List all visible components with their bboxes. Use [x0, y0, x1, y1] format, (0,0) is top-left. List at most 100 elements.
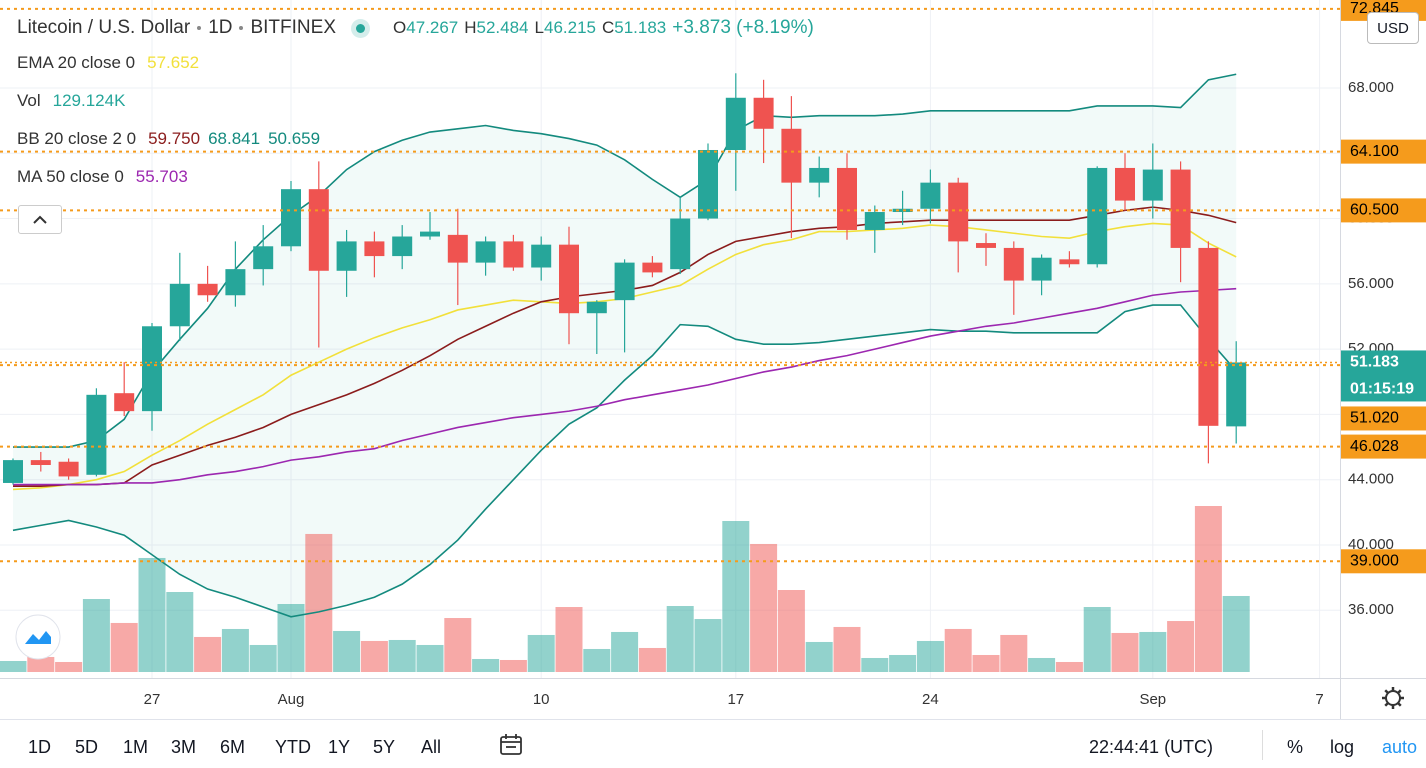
volume-bar: [527, 634, 555, 672]
range-button[interactable]: 6M: [220, 737, 246, 757]
indicator-value: 55.703: [135, 167, 188, 186]
scale-option[interactable]: auto: [1382, 737, 1418, 757]
candle-body: [281, 189, 301, 247]
live-dot: [356, 23, 365, 33]
volume-bar: [972, 654, 1000, 672]
candle-body: [364, 241, 385, 257]
volume-bar: [861, 657, 889, 672]
price-label-bg: [1341, 350, 1426, 402]
currency-button[interactable]: USD: [1367, 12, 1419, 44]
bottom-toolbar: 22:44:41 (UTC) 1D 5D 1M 3M 6M YTD 1Y 5Y All% log a…: [0, 719, 1426, 768]
level-label: 51.020: [1350, 410, 1399, 427]
range-button[interactable]: 1M: [123, 737, 149, 757]
candle-body: [1059, 259, 1080, 265]
volume-bar: [1000, 634, 1028, 672]
x-tick-label: Sep: [1139, 691, 1166, 708]
candle-body: [837, 167, 857, 230]
volume-bar: [110, 622, 138, 672]
volume-bar: [889, 654, 917, 672]
gear-tooth: [1384, 689, 1389, 694]
candle-body: [197, 283, 218, 296]
candle-body: [420, 231, 440, 237]
volume-bar: [166, 592, 194, 672]
volume-bar: [666, 606, 694, 672]
ohlc-value: 47.267: [406, 18, 459, 37]
indicator-name: BB 20 close 2 0: [17, 129, 137, 148]
volume-bar: [27, 656, 55, 672]
volume-bar: [1222, 595, 1250, 672]
scale-option[interactable]: %: [1287, 737, 1304, 757]
range-button[interactable]: 1Y: [328, 737, 351, 757]
volume-bar: [750, 543, 778, 672]
candle-body: [948, 182, 969, 242]
range-button[interactable]: 5Y: [373, 737, 396, 757]
legend-row: EMA 20 close 0 57.652: [17, 44, 814, 82]
chart: 36.00040.00044.00048.00052.00056.00060.0…: [0, 0, 1426, 719]
y-tick-label: 68.000: [1348, 79, 1394, 96]
indicator-value: 57.652: [147, 53, 200, 72]
gear-tooth: [1397, 689, 1402, 694]
volume-bar: [82, 599, 110, 672]
legend-row: Vol 129.124K: [17, 82, 814, 120]
candle-body: [559, 244, 579, 314]
volume-bar: [499, 659, 527, 672]
volume-bar: [1167, 621, 1195, 672]
scale-option[interactable]: log: [1330, 737, 1355, 757]
volume-bar: [360, 640, 388, 672]
ohlc-value: 46.215: [543, 18, 596, 37]
indicator-name: EMA 20 close 0: [17, 53, 136, 72]
candle-body: [58, 461, 79, 477]
indicator-value: 59.750: [148, 129, 201, 148]
candle-body: [809, 167, 830, 183]
level-label-bg: [1341, 139, 1426, 164]
x-tick-label: 17: [727, 691, 744, 708]
candle-body: [920, 182, 941, 209]
candle-body: [1003, 247, 1024, 281]
range-button[interactable]: 5D: [75, 737, 99, 757]
clock[interactable]: 22:44:41 (UTC): [1089, 737, 1214, 757]
calendar-icon[interactable]: [497, 732, 525, 758]
level-label: 46.028: [1350, 438, 1399, 455]
volume-bar: [0, 660, 27, 672]
range-button[interactable]: YTD: [275, 737, 311, 757]
volume-bar: [333, 630, 361, 672]
candle-body: [253, 246, 274, 270]
candle-body: [1142, 169, 1163, 201]
volume-bar: [916, 640, 944, 672]
candle-body: [1226, 362, 1247, 427]
ohlc-values: O47.267 H52.484 L46.215 C51.183: [393, 17, 672, 39]
gear-tooth: [1397, 702, 1402, 707]
candle-body: [531, 244, 552, 268]
chevron-icon: [33, 215, 47, 224]
exchange: BITFINEX: [250, 17, 336, 38]
volume-bar: [1139, 631, 1167, 672]
settings-icon: [1382, 687, 1404, 709]
range-button[interactable]: 3M: [171, 737, 197, 757]
collapse-button[interactable]: [18, 205, 62, 234]
volume-bar: [583, 648, 611, 672]
interval: 1D: [208, 17, 233, 38]
candle-body: [392, 236, 413, 257]
ohlc-letter: L: [534, 18, 544, 37]
ohlc-item: C51.183: [602, 18, 666, 37]
volume-bar: [1055, 661, 1083, 672]
range-button[interactable]: All: [421, 737, 442, 757]
candle-body: [781, 128, 802, 183]
volume-bar: [388, 639, 416, 672]
y-tick-label: 36.000: [1348, 601, 1394, 618]
range-button[interactable]: 1D: [28, 737, 52, 757]
volume-bar: [221, 628, 249, 672]
volume-bar: [194, 636, 222, 672]
candle-body: [114, 393, 135, 412]
gear-ring: [1385, 690, 1401, 706]
volume-bar: [305, 533, 333, 672]
level-label: 64.100: [1350, 143, 1399, 160]
volume-bar: [694, 619, 722, 672]
candle-body: [1087, 167, 1108, 265]
volume-bar: [805, 641, 833, 672]
level-label: 60.500: [1350, 202, 1399, 219]
ohlc-value: 51.183: [614, 18, 667, 37]
volume-bar: [1083, 607, 1111, 672]
change: +3.873 (+8.19%): [672, 17, 814, 38]
indicator-name: Vol: [17, 91, 41, 110]
